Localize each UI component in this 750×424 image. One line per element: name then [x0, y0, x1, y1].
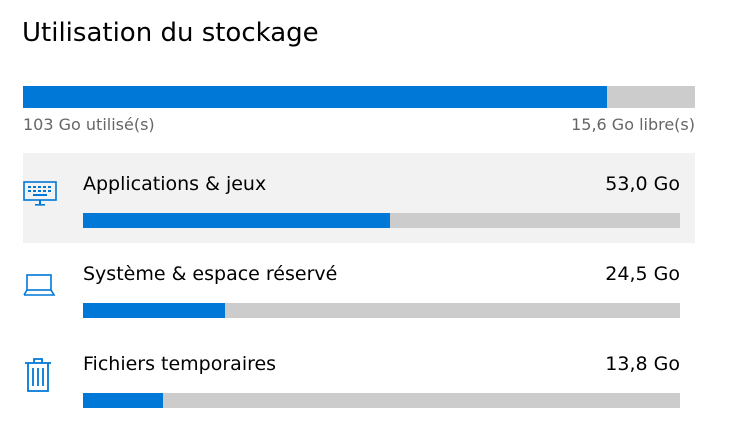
used-fill: [23, 86, 607, 108]
item-bar: [83, 393, 680, 408]
apps-item[interactable]: Applications & jeux 53,0 Go: [23, 153, 695, 243]
keyboard-icon: [23, 181, 57, 206]
trash-icon: [25, 358, 51, 392]
temp-item[interactable]: Fichiers temporaires 13,8 Go: [23, 333, 695, 423]
item-name: Système & espace réservé: [83, 263, 338, 285]
title: Utilisation du stockage: [22, 18, 319, 48]
laptop-icon: [23, 274, 56, 296]
free-fill: [606, 86, 695, 108]
used-label: 103 Go utilisé(s): [23, 115, 155, 134]
item-fill: [83, 393, 163, 408]
storage-bar: [23, 86, 695, 108]
item-name: Applications & jeux: [83, 173, 267, 195]
item-fill: [83, 303, 225, 318]
item-name: Fichiers temporaires: [83, 353, 277, 375]
system-item[interactable]: Système & espace réservé 24,5 Go: [23, 243, 695, 333]
item-bar: [83, 213, 680, 228]
free-label: 15,6 Go libre(s): [571, 115, 695, 134]
item-bar: [83, 303, 680, 318]
item-size: 53,0 Go: [605, 173, 680, 195]
item-size: 24,5 Go: [605, 263, 680, 285]
item-size: 13,8 Go: [605, 353, 680, 375]
item-fill: [83, 213, 391, 228]
